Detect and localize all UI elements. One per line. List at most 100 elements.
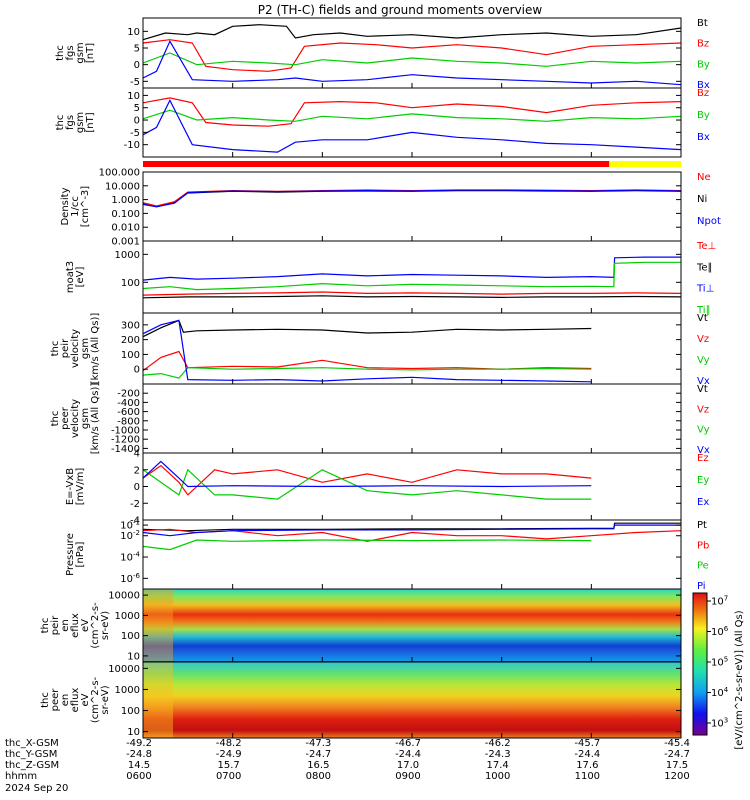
orbit-row-label: thc_X-GSM [5, 738, 59, 749]
panel-7: -4 -2 0 2 4 E=-VxB[mV/m] Ez Ey Ex [65, 449, 709, 527]
spectrogram-colorbar: 103 104 105 106 107 [eV/(cm^2-s-sr-eV)] (All … [692, 592, 745, 750]
legend-item-Ez: Ez [697, 453, 709, 464]
y-tick-label: 10 [127, 651, 140, 662]
y-tick-label: 10 [127, 27, 140, 38]
y-axis-label-line: moat3 [65, 261, 76, 293]
y-tick-exponent: -4 [133, 551, 141, 559]
legend-item-Vz: Vz [697, 404, 709, 415]
y-axis-label: thcfgsgsm[nT] [55, 42, 96, 63]
time-tick-label: 1200 [664, 771, 689, 782]
legend-item-Te∥: Te∥ [696, 262, 713, 273]
y-tick-label: 1.000 [111, 195, 140, 206]
series-line-Pe [142, 539, 592, 551]
legend-item-Vx: Vx [697, 376, 710, 387]
y-axis-label-line: peir [60, 338, 71, 358]
series-line-Ey [142, 468, 592, 500]
y-axis-label-line: en [60, 619, 71, 632]
y-tick-label: 200 [121, 335, 140, 346]
y-tick-label: 2 [134, 465, 140, 476]
legend-item-Vt: Vt [697, 313, 708, 324]
legend-item-Ey: Ey [697, 475, 709, 486]
legend-item-Pi: Pi [697, 581, 706, 592]
y-tick-label: 300 [121, 320, 140, 331]
series-line-Bz [142, 97, 682, 127]
y-tick-label: 100.000 [99, 168, 140, 179]
spectrogram-early-band [143, 589, 173, 662]
series-line-By [142, 52, 682, 67]
legend-item-Bz: Bz [697, 88, 709, 99]
series-line-Bx [142, 39, 682, 86]
panels-group: -50510thcfgsgsm[nT]BtBzByBx-10-50510thcf… [40, 17, 721, 739]
y-axis-label-line: [mV/m] [75, 468, 86, 506]
y-tick-label: 4 [134, 449, 140, 460]
series-line-Vz [142, 350, 592, 372]
y-axis-label-line: gsm [80, 338, 91, 359]
y-tick-label: 100 [121, 631, 140, 642]
y-tick-label: -2 [130, 499, 140, 510]
spectrogram-early-band [143, 662, 173, 738]
legend-item-Bz: Bz [697, 39, 709, 50]
y-tick-label: 0.010 [111, 223, 140, 234]
series-line-Te∥ [142, 295, 682, 299]
status-bar-slow [609, 161, 681, 167]
y-tick-label: 103 [711, 717, 728, 730]
orbit-row-label: hhmm [5, 771, 37, 782]
time-tick-label: 0600 [126, 771, 151, 782]
colorbar-label: [eV/(cm^2-s-sr-eV)] (All Qs) [734, 610, 745, 749]
series-line-Bt [142, 24, 682, 41]
y-axis-label-line: Pressure [65, 533, 76, 576]
y-axis-label-line: eV [80, 693, 91, 706]
y-axis-label-line: [nT] [85, 112, 96, 132]
panel-frame [142, 17, 682, 89]
orbit-value: -47.3 [305, 738, 331, 749]
y-axis-label-line: thc [40, 618, 51, 634]
legend-item-Te⊥: Te⊥ [696, 241, 716, 252]
y-tick-label: -5 [130, 77, 140, 88]
y-tick-label: 104 [711, 686, 729, 699]
legend-item-Vy: Vy [697, 425, 710, 436]
y-axis-label-line: peir [50, 615, 61, 635]
series-line-Ni [142, 189, 682, 208]
panel-frame [142, 383, 682, 454]
orbit-row-label: thc_Y-GSM [5, 749, 57, 760]
y-axis-label-line: gsm [75, 42, 86, 63]
y-axis-label-line: eflux [70, 688, 81, 713]
legend-item-Pb: Pb [697, 540, 709, 551]
y-tick-label: -600 [117, 407, 140, 418]
orbit-value: 14.5 [128, 760, 150, 771]
panel-1: -5 0 5 10 thcfgsgsm[nT] Bt Bz By Bx [55, 17, 710, 91]
y-tick-label: 0 [134, 60, 140, 71]
y-tick-label: 1000 [115, 685, 140, 696]
series-line-Te⊥ [142, 291, 682, 296]
orbit-value: 17.5 [666, 760, 688, 771]
orbit-value: -24.4 [574, 749, 600, 760]
panel-6: -1400-1200-1000-800-600-400-200 thcpeerve… [50, 383, 710, 456]
y-tick-label: 5 [134, 103, 140, 114]
y-axis-label-line: [nPa] [75, 541, 86, 567]
y-tick-label: 105 [711, 656, 728, 669]
y-tick-exponent: 3 [724, 717, 728, 725]
orbit-value: -46.2 [485, 738, 511, 749]
orbit-row-label: thc_Z-GSM [5, 760, 59, 771]
orbit-value: -45.4 [664, 738, 690, 749]
panel-frame [142, 312, 682, 385]
y-axis-label-line: [cm^-3] [80, 186, 91, 227]
orbit-value: -24.8 [126, 749, 152, 760]
status-bar-fast [143, 161, 610, 167]
orbit-value: -24.9 [216, 749, 242, 760]
mode-status-bar [143, 161, 681, 167]
y-axis-label-line: thc [55, 115, 66, 131]
y-axis-label: thcpeerenefluxeV(cm^2-s-sr-eV) [40, 676, 111, 723]
y-tick-label: 100 [121, 278, 140, 289]
y-axis-label: thcpeervelocitygsm[km/s (All Qs)] [50, 383, 101, 455]
panel-frame [142, 452, 682, 521]
time-tick-label: 1000 [485, 771, 510, 782]
legend-item-By: By [697, 59, 710, 70]
y-axis-label-line: [nT] [85, 43, 96, 63]
series-line-Bx [142, 98, 682, 153]
y-axis-label: thcfgsgsm[nT] [55, 112, 96, 133]
y-tick-exponent: -2 [133, 529, 140, 537]
y-axis-label-line: peer [50, 688, 61, 712]
y-tick-label: 1000 [115, 611, 140, 622]
time-tick-label: 1100 [575, 771, 600, 782]
